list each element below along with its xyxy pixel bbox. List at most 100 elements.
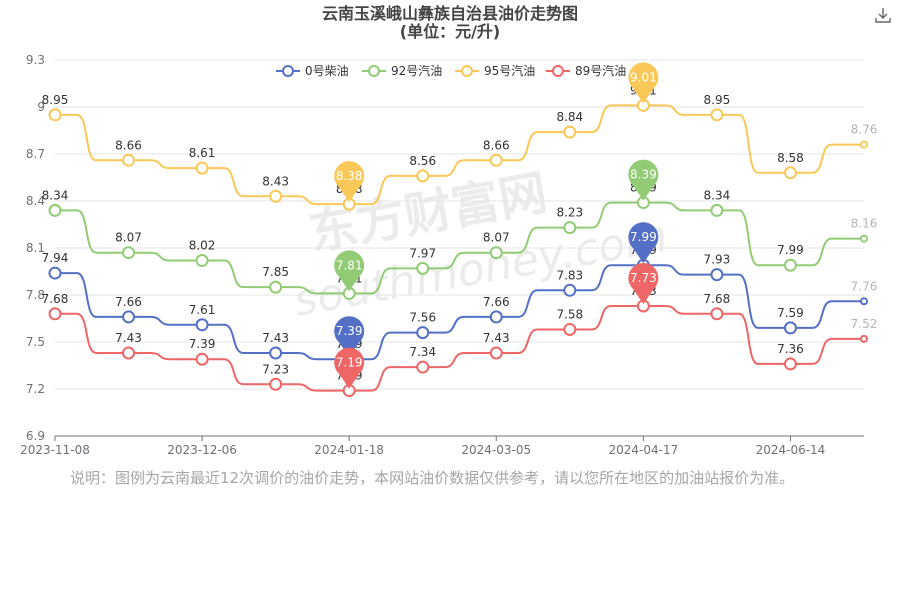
x-axis: 2023-11-08 2023-12-06 2024-01-18 2024-03-05… bbox=[20, 435, 864, 457]
legend-label: 89号汽油 bbox=[575, 63, 626, 78]
y-tick-label: 8.4 bbox=[26, 194, 45, 208]
legend-symbol bbox=[282, 65, 294, 77]
data-point[interactable] bbox=[860, 140, 868, 149]
legend: 0号柴油 92号汽油 95号汽油 89号汽油 bbox=[276, 63, 626, 78]
data-label: 7.36 bbox=[777, 342, 804, 356]
data-point[interactable] bbox=[710, 203, 724, 217]
data-label: 7.83 bbox=[556, 268, 583, 282]
value-marker[interactable]: 7.19 bbox=[334, 347, 365, 389]
marker-pin-tip bbox=[632, 288, 655, 304]
data-label: 8.07 bbox=[115, 231, 142, 245]
data-point[interactable] bbox=[48, 307, 62, 321]
marker-pin-head bbox=[628, 222, 659, 253]
value-marker[interactable]: 7.99 bbox=[628, 222, 659, 264]
data-label: 8.07 bbox=[483, 231, 510, 245]
data-point[interactable] bbox=[269, 189, 283, 203]
data-point[interactable] bbox=[48, 203, 62, 217]
legend-label: 92号汽油 bbox=[391, 63, 442, 78]
y-axis: 6.9 7.2 7.5 7.8 8.1 8.4 8.7 9 9.3 bbox=[26, 53, 45, 443]
data-point[interactable] bbox=[783, 321, 797, 335]
data-point[interactable] bbox=[489, 246, 503, 260]
data-point[interactable] bbox=[269, 280, 283, 294]
data-point[interactable] bbox=[783, 258, 797, 272]
marker-pin-head bbox=[334, 161, 365, 192]
data-point[interactable] bbox=[48, 108, 62, 122]
data-label: 7.39 bbox=[189, 337, 216, 351]
data-point[interactable] bbox=[860, 297, 868, 306]
y-tick-label: 9 bbox=[37, 100, 45, 114]
data-label: 8.23 bbox=[556, 206, 583, 220]
data-point[interactable] bbox=[563, 283, 577, 297]
data-point[interactable] bbox=[416, 326, 430, 340]
data-label: 7.68 bbox=[42, 292, 69, 306]
data-label: 7.76 bbox=[851, 279, 878, 293]
marker-pin-head bbox=[628, 262, 659, 293]
data-point[interactable] bbox=[783, 357, 797, 371]
data-point[interactable] bbox=[122, 246, 136, 260]
value-marker[interactable]: 8.39 bbox=[628, 159, 659, 201]
data-label: 7.43 bbox=[262, 331, 289, 345]
data-point[interactable] bbox=[269, 377, 283, 391]
data-point[interactable] bbox=[489, 310, 503, 324]
data-point[interactable] bbox=[489, 346, 503, 360]
series-line bbox=[55, 264, 864, 361]
data-label: 8.56 bbox=[409, 154, 436, 168]
y-tick-label: 7.8 bbox=[26, 288, 45, 302]
data-point[interactable] bbox=[269, 346, 283, 360]
data-label: 8.16 bbox=[851, 217, 878, 231]
data-point[interactable] bbox=[416, 169, 430, 183]
data-point[interactable] bbox=[195, 161, 209, 175]
data-point[interactable] bbox=[195, 352, 209, 366]
data-point[interactable] bbox=[122, 153, 136, 167]
value-marker[interactable]: 7.81 bbox=[334, 250, 365, 292]
marker-pin-tip bbox=[338, 275, 360, 292]
series-line bbox=[55, 201, 864, 295]
legend-item[interactable]: 89号汽油 bbox=[546, 63, 626, 78]
data-point[interactable] bbox=[783, 166, 797, 180]
marker-value: 7.73 bbox=[630, 271, 657, 285]
chart-subtitle: (单位：元/升) bbox=[399, 22, 501, 41]
value-marker[interactable]: 7.73 bbox=[628, 262, 659, 304]
data-label: 7.99 bbox=[777, 243, 804, 257]
legend-label: 95号汽油 bbox=[484, 63, 535, 78]
marker-pin-tip bbox=[338, 186, 360, 203]
data-label: 8.66 bbox=[115, 138, 142, 152]
data-point[interactable] bbox=[195, 318, 209, 332]
value-marker[interactable]: 9.01 bbox=[628, 62, 659, 104]
data-point[interactable] bbox=[860, 234, 868, 243]
data-point[interactable] bbox=[563, 125, 577, 139]
data-point[interactable] bbox=[489, 153, 503, 167]
marker-value: 7.39 bbox=[336, 324, 363, 338]
data-point[interactable] bbox=[195, 254, 209, 268]
data-point[interactable] bbox=[710, 268, 724, 282]
series-line bbox=[55, 304, 864, 392]
data-point[interactable] bbox=[48, 266, 62, 280]
data-point[interactable] bbox=[563, 221, 577, 235]
data-label: 8.58 bbox=[777, 151, 804, 165]
data-point[interactable] bbox=[122, 310, 136, 324]
data-label: 7.93 bbox=[704, 253, 731, 267]
marker-value: 7.81 bbox=[336, 258, 363, 272]
data-point[interactable] bbox=[122, 346, 136, 360]
marker-pin-tip bbox=[338, 372, 360, 389]
legend-item[interactable]: 92号汽油 bbox=[362, 63, 442, 78]
data-label: 7.85 bbox=[262, 265, 289, 279]
data-point[interactable] bbox=[860, 334, 868, 343]
y-tick-label: 9.3 bbox=[26, 53, 45, 67]
data-label: 7.59 bbox=[777, 306, 804, 320]
data-point[interactable] bbox=[563, 322, 577, 336]
data-label: 7.43 bbox=[483, 331, 510, 345]
data-point[interactable] bbox=[416, 360, 430, 374]
legend-item[interactable]: 95号汽油 bbox=[455, 63, 535, 78]
data-label: 7.66 bbox=[483, 295, 510, 309]
y-tick-label: 8.1 bbox=[26, 241, 45, 255]
marker-value: 9.01 bbox=[630, 70, 657, 84]
data-point[interactable] bbox=[710, 108, 724, 122]
data-point[interactable] bbox=[710, 307, 724, 321]
legend-item[interactable]: 0号柴油 bbox=[276, 64, 349, 78]
download-icon[interactable] bbox=[874, 6, 892, 24]
data-point[interactable] bbox=[416, 261, 430, 275]
series-points bbox=[48, 98, 868, 398]
value-marker[interactable]: 8.38 bbox=[334, 161, 365, 203]
